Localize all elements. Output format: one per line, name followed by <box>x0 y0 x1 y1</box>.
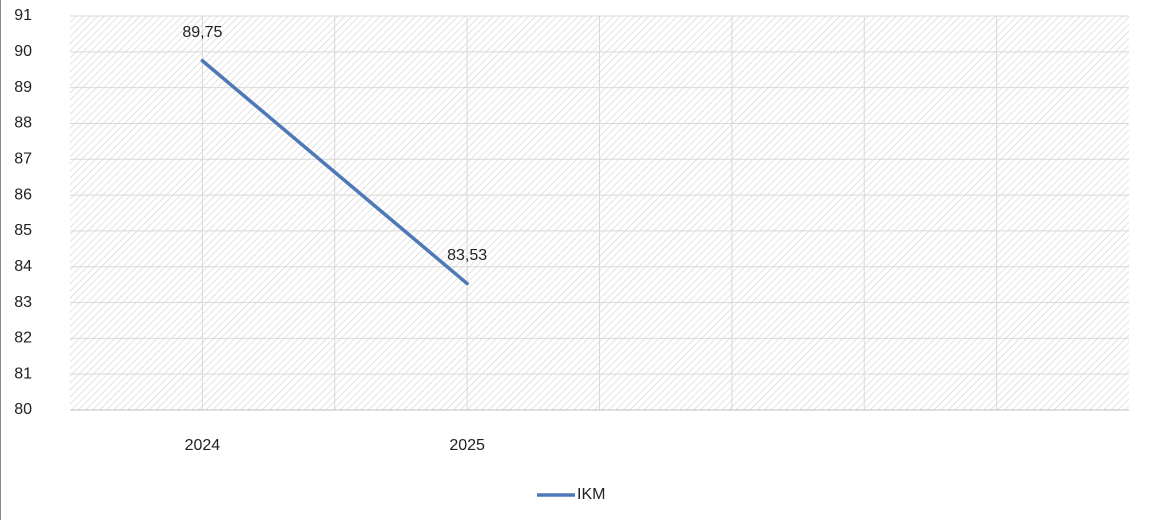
y-tick-label: 87 <box>14 150 32 167</box>
series-line <box>200 59 469 286</box>
y-tick-label: 82 <box>14 330 32 347</box>
y-tick-label: 88 <box>14 115 32 132</box>
y-tick-label: 90 <box>14 43 32 60</box>
y-tick-label: 84 <box>14 258 32 275</box>
legend-label: IKM <box>577 486 605 503</box>
x-tick-label: 2024 <box>185 437 221 454</box>
y-tick-label: 91 <box>14 7 32 24</box>
y-tick-label: 80 <box>14 401 32 418</box>
y-tick-label: 85 <box>14 222 32 239</box>
data-label: 89,75 <box>182 24 222 41</box>
y-tick-label: 83 <box>14 294 32 311</box>
data-label: 83,53 <box>447 247 487 264</box>
y-tick-label: 81 <box>14 365 32 382</box>
y-tick-label: 86 <box>14 186 32 203</box>
y-tick-label: 89 <box>14 79 32 96</box>
x-tick-label: 2025 <box>449 437 485 454</box>
